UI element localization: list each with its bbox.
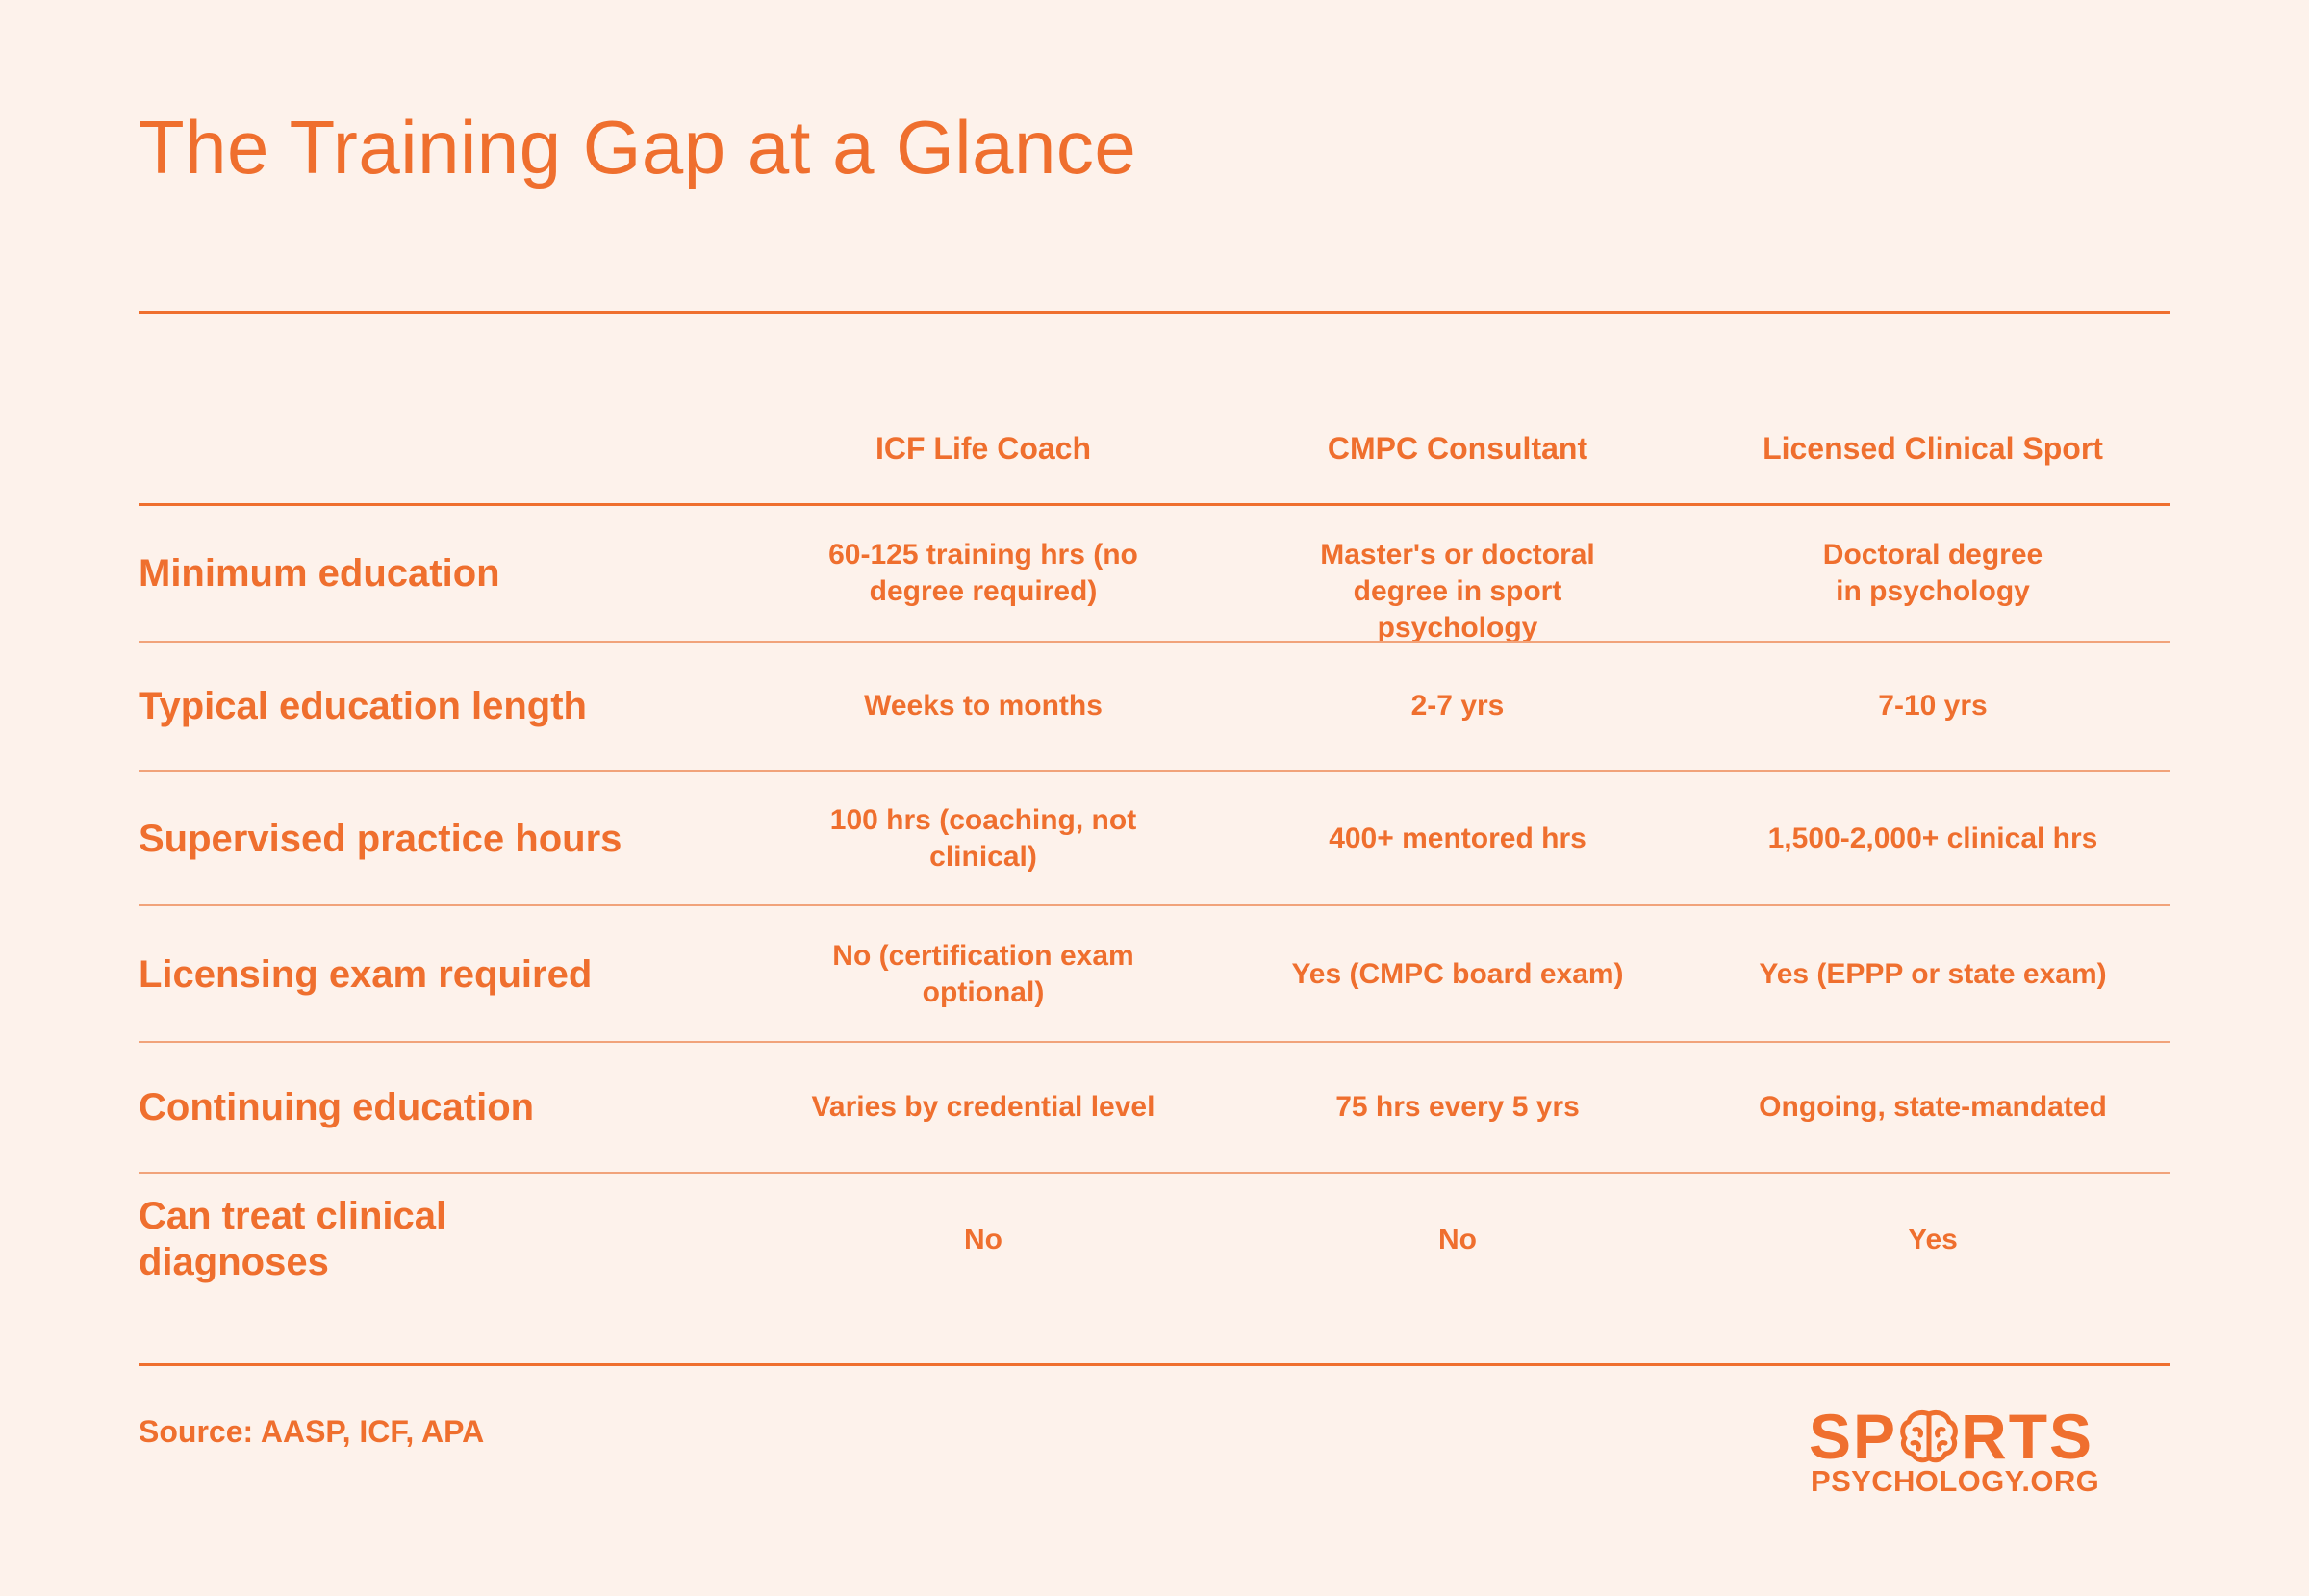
logo-subtext: PSYCHOLOGY.ORG xyxy=(1811,1464,2100,1498)
cell-icf-licensing-exam: No (certification exam optional) xyxy=(832,940,1134,1008)
row-divider xyxy=(139,770,2170,772)
cell-icf-supervised-hours: 100 hrs (coaching, not clinical) xyxy=(829,804,1137,873)
cell-licensed-licensing-exam: Yes (EPPP or state exam) xyxy=(1759,958,2107,990)
cell-cmpc-education-length: 2-7 yrs xyxy=(1410,690,1505,722)
cell-licensed-education-length: 7-10 yrs xyxy=(1878,690,1988,722)
row-label-education-length: Typical education length xyxy=(139,685,587,727)
logo-text-right: RTS xyxy=(1961,1401,2094,1472)
bottom-divider xyxy=(139,1363,2170,1366)
cell-icf-clinical-diagnoses: No xyxy=(964,1224,1002,1255)
sportspsychology-logo: SP RTS PSYCHOLOGY.ORG xyxy=(1809,1405,2155,1497)
column-header-licensed: Licensed Clinical Sport xyxy=(1763,431,2103,466)
top-divider xyxy=(139,311,2170,314)
source-note: Source: AASP, ICF, APA xyxy=(139,1414,485,1449)
logo-wordmark: SP RTS xyxy=(1809,1405,2093,1468)
cell-cmpc-minimum-education: Master's or doctoral degree in sport psy… xyxy=(1320,539,1595,644)
cell-cmpc-clinical-diagnoses: No xyxy=(1438,1224,1477,1255)
cell-licensed-continuing-education: Ongoing, state-mandated xyxy=(1759,1091,2107,1123)
row-label-supervised-hours: Supervised practice hours xyxy=(139,818,622,860)
row-label-licensing-exam: Licensing exam required xyxy=(139,953,593,996)
page-title: The Training Gap at a Glance xyxy=(139,105,1137,190)
cell-licensed-supervised-hours: 1,500-2,000+ clinical hrs xyxy=(1767,823,2098,854)
row-label-continuing-education: Continuing education xyxy=(139,1086,535,1128)
cell-cmpc-licensing-exam: Yes (CMPC board exam) xyxy=(1291,958,1624,990)
cell-licensed-clinical-diagnoses: Yes xyxy=(1908,1224,1958,1255)
row-divider xyxy=(139,1041,2170,1043)
logo-text-left: SP xyxy=(1809,1401,1898,1472)
row-divider xyxy=(139,641,2170,643)
row-divider xyxy=(139,1172,2170,1174)
cell-icf-minimum-education: 60-125 training hrs (no degree required) xyxy=(828,539,1138,607)
row-label-minimum-education: Minimum education xyxy=(139,552,500,595)
cell-icf-education-length: Weeks to months xyxy=(864,690,1103,722)
column-header-icf: ICF Life Coach xyxy=(875,431,1091,466)
cell-icf-continuing-education: Varies by credential level xyxy=(811,1091,1155,1123)
row-divider xyxy=(139,904,2170,906)
column-header-cmpc: CMPC Consultant xyxy=(1327,431,1588,466)
header-divider xyxy=(139,503,2170,506)
cell-cmpc-continuing-education: 75 hrs every 5 yrs xyxy=(1335,1091,1580,1123)
cell-licensed-minimum-education: Doctoral degree in psychology xyxy=(1822,539,2043,607)
cell-cmpc-supervised-hours: 400+ mentored hrs xyxy=(1329,823,1586,854)
row-label-clinical-diagnoses: Can treat clinical diagnoses xyxy=(139,1195,447,1283)
brain-icon xyxy=(1899,1408,1959,1464)
